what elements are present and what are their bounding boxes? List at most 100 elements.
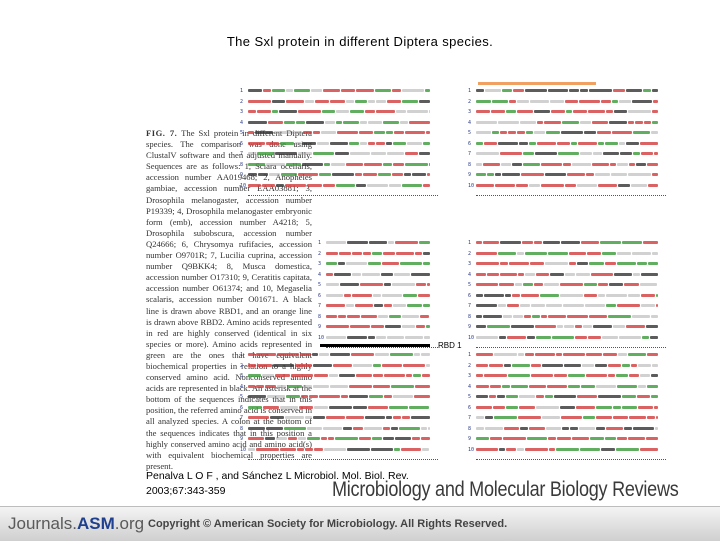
alignment-row: 1	[468, 88, 672, 94]
alignment-row: 1	[468, 352, 672, 358]
residue-run	[612, 99, 618, 103]
residue-run	[423, 251, 430, 255]
journals-asm-logo[interactable]: Journals.ASM.org	[8, 514, 144, 534]
row-index: 10	[318, 334, 325, 341]
residue-run	[499, 283, 514, 286]
row-index: 5	[240, 394, 244, 400]
alignment-row: 8	[468, 426, 672, 432]
residue-run	[609, 120, 627, 124]
row-index: 9	[318, 324, 322, 330]
residue-run	[566, 110, 572, 113]
residue-run	[416, 283, 426, 286]
residue-run	[635, 120, 643, 124]
residue-run	[622, 395, 636, 398]
residue-run	[421, 437, 430, 440]
alignment-row: 4	[240, 120, 444, 126]
residue-run	[281, 173, 297, 176]
alignment-row: 8	[240, 426, 444, 432]
residue-run	[598, 293, 605, 297]
residue-run	[608, 314, 631, 318]
residue-run	[326, 293, 343, 297]
row-index: 2	[240, 98, 244, 105]
residue-run	[530, 99, 549, 103]
residue-run	[393, 416, 401, 419]
residue-run	[248, 183, 261, 187]
residue-run	[637, 262, 647, 265]
residue-run	[248, 395, 266, 398]
residue-run	[262, 183, 275, 187]
residue-run	[512, 162, 522, 166]
residue-run	[531, 363, 541, 367]
residue-run	[337, 131, 358, 134]
residue-run	[476, 395, 488, 398]
residue-run	[280, 447, 296, 451]
residue-run	[248, 110, 256, 113]
residue-run	[360, 120, 367, 124]
alignment-row: 8	[240, 162, 444, 168]
alignment-row: 10	[468, 183, 672, 189]
residue-run	[476, 437, 489, 440]
residue-run	[647, 162, 658, 166]
residue-run	[307, 183, 322, 187]
residue-run	[415, 384, 430, 388]
residue-run	[560, 283, 583, 286]
residue-run	[589, 314, 607, 318]
residue-run	[347, 314, 360, 318]
residue-run	[483, 162, 500, 166]
rbd1-marker-line	[320, 344, 430, 347]
residue-run	[541, 314, 547, 318]
residue-run	[600, 241, 621, 244]
residue-run	[546, 304, 562, 307]
row-index: 1	[468, 240, 472, 246]
residue-run	[512, 293, 520, 297]
logo-prefix: Journals.	[8, 514, 77, 533]
residue-run	[313, 416, 325, 419]
residue-run	[399, 426, 420, 430]
residue-run	[248, 384, 255, 388]
residue-run	[613, 416, 628, 419]
residue-run	[395, 437, 411, 440]
alignment-row: 8	[468, 162, 672, 168]
residue-run	[492, 99, 508, 103]
residue-run	[497, 395, 505, 398]
residue-run	[596, 426, 605, 430]
journal-title: Microbiology and Molecular Biology Revie…	[332, 478, 679, 501]
row-index: 8	[240, 425, 244, 432]
residue-run	[272, 99, 285, 103]
residue-run	[330, 99, 345, 103]
residue-run	[288, 437, 297, 440]
residue-run	[402, 416, 410, 419]
residue-run	[319, 173, 331, 176]
residue-run	[646, 437, 658, 440]
residue-run	[476, 353, 493, 356]
residue-run	[280, 141, 294, 145]
residue-run	[285, 416, 304, 419]
residue-run	[640, 283, 657, 286]
residue-run	[603, 353, 617, 356]
residue-run	[536, 272, 549, 276]
residue-run	[266, 426, 283, 430]
residue-run	[567, 173, 585, 176]
residue-run	[619, 99, 631, 103]
residue-run	[343, 120, 359, 124]
residue-run	[403, 293, 417, 297]
residue-run	[404, 173, 411, 176]
residue-run	[545, 173, 566, 176]
residue-run	[656, 304, 658, 307]
residue-run	[381, 272, 393, 276]
residue-run	[352, 293, 372, 297]
residue-run	[641, 272, 658, 276]
residue-run	[419, 241, 430, 244]
residue-run	[631, 363, 637, 367]
residue-run	[387, 335, 404, 339]
conservation-line	[476, 459, 666, 466]
residue-run	[652, 173, 658, 176]
row-index: 4	[468, 119, 472, 126]
residue-run	[415, 251, 422, 255]
residue-run	[426, 131, 430, 134]
figure-label: FIG. 7.	[146, 128, 178, 138]
residue-run	[580, 120, 591, 124]
residue-run	[633, 152, 640, 155]
residue-run	[256, 384, 264, 388]
residue-run	[495, 183, 515, 187]
